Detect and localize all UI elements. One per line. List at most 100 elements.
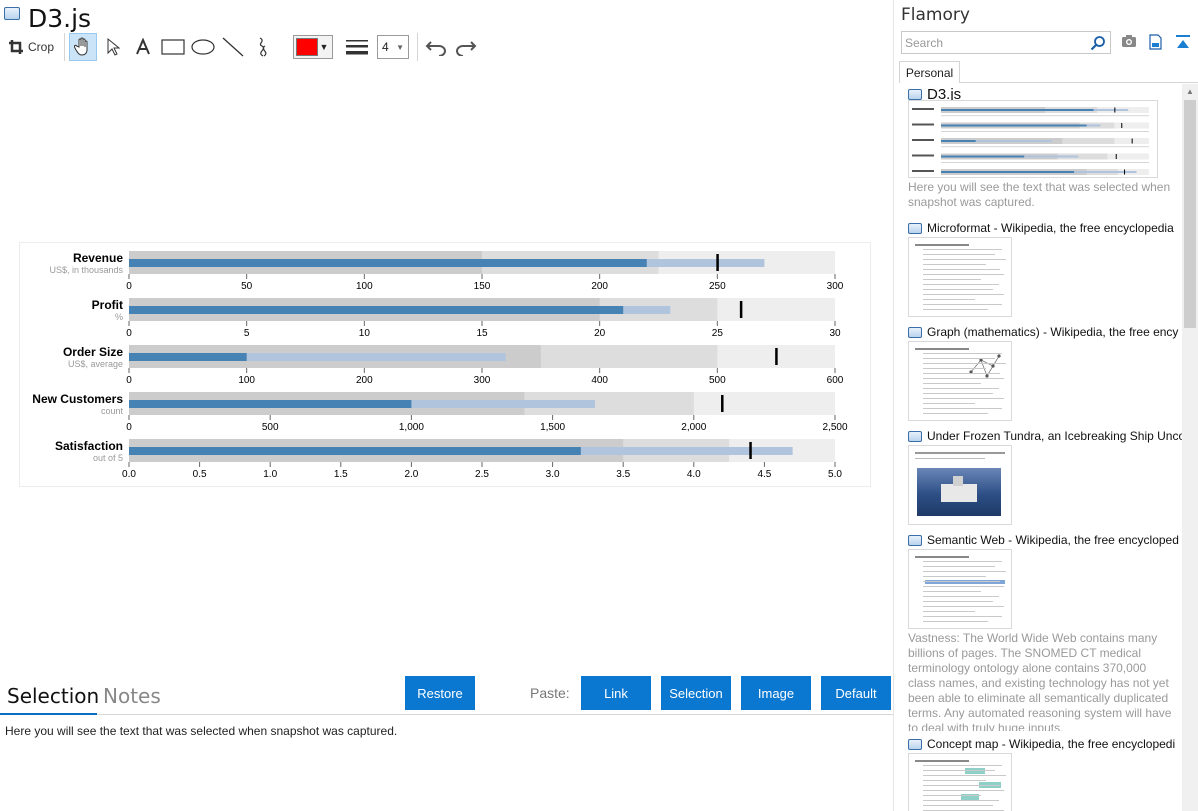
text-tool-button[interactable] xyxy=(129,33,157,61)
flamory-sidebar: Flamory Search Personal D3.js xyxy=(894,0,1198,811)
thumb-text-line xyxy=(923,581,1001,582)
snapshot-title: Concept map - Wikipedia, the free encycl… xyxy=(927,737,1176,751)
hand-tool-button[interactable] xyxy=(69,33,98,61)
paste-link-button[interactable]: Link xyxy=(581,676,651,710)
tick-label: 250 xyxy=(709,281,726,292)
thumb-label-stub xyxy=(912,123,934,126)
snapshot-item[interactable]: Semantic Web - Wikipedia, the free encyc… xyxy=(908,532,1182,731)
paste-default-button[interactable]: Default xyxy=(821,676,891,710)
tick-label: 1.0 xyxy=(263,469,277,480)
bullet-title: Order Size xyxy=(63,345,123,359)
thumb-text-line xyxy=(923,294,1004,295)
restore-button[interactable]: Restore xyxy=(405,676,475,710)
thumb-text-line xyxy=(923,403,976,404)
snapshot-icon xyxy=(908,326,922,338)
redo-button[interactable] xyxy=(452,33,480,61)
search-icon[interactable] xyxy=(1090,35,1106,51)
thumb-text-line xyxy=(923,785,1001,786)
measure-bar-secondary xyxy=(129,353,506,361)
snapshot-item[interactable]: D3.js Here you will see the text that wa… xyxy=(908,86,1182,210)
selection-text[interactable]: Here you will see the text that was sele… xyxy=(5,724,398,738)
scroll-up-icon[interactable]: ▲ xyxy=(1186,87,1194,96)
thumb-text-line xyxy=(923,274,1004,275)
thumb-axis xyxy=(941,115,1149,117)
sidebar-scrollbar[interactable]: ▲ xyxy=(1182,84,1198,811)
line-icon xyxy=(222,37,244,57)
tick-label: 600 xyxy=(827,375,844,386)
bullet-subtitle: US$, average xyxy=(68,359,123,369)
tab-selection[interactable]: Selection xyxy=(7,684,100,708)
pointer-tool-button[interactable] xyxy=(99,33,127,61)
thumb-text-line xyxy=(923,790,1004,791)
bullet-subtitle: out of 5 xyxy=(93,453,123,463)
tick-label: 500 xyxy=(709,375,726,386)
crop-label: Crop xyxy=(28,40,55,54)
thumb-text-line xyxy=(923,576,986,577)
ship-shape xyxy=(953,476,963,486)
snapshot-icon xyxy=(908,222,922,234)
snapshot-item[interactable]: Concept map - Wikipedia, the free encycl… xyxy=(908,736,1182,811)
undo-button[interactable] xyxy=(422,33,450,61)
thumb-text-line xyxy=(923,800,999,801)
line-tool-button[interactable] xyxy=(219,33,247,61)
snapshot-item[interactable]: Under Frozen Tundra, an Icebreaking Ship… xyxy=(908,428,1182,525)
thumb-text-line xyxy=(923,616,1003,617)
graph-diagram-icon xyxy=(969,354,1001,378)
scrollbar-thumb[interactable] xyxy=(1184,100,1196,328)
tab-divider xyxy=(0,714,893,715)
ellipse-tool-button[interactable] xyxy=(189,33,217,61)
snapshot-item[interactable]: Microformat - Wikipedia, the free encycl… xyxy=(908,220,1182,317)
thumb-text-line xyxy=(923,358,995,359)
thumb-label-stub xyxy=(912,139,934,141)
thumb-text-line xyxy=(923,304,1003,305)
snapshot-item[interactable]: Graph (mathematics) - Wikipedia, the fre… xyxy=(908,324,1182,421)
pane-divider[interactable] xyxy=(893,0,894,811)
thumb-text-line xyxy=(923,254,995,255)
tick-label: 1,000 xyxy=(399,422,424,433)
thumb-text-line xyxy=(923,586,1004,587)
tab-personal[interactable]: Personal xyxy=(899,61,960,83)
collapse-icon[interactable] xyxy=(1175,34,1191,50)
snapshot-title: D3.js xyxy=(927,86,962,102)
snapshot-thumbnail xyxy=(908,549,1012,629)
crop-icon xyxy=(9,40,23,54)
page-title: D3.js xyxy=(28,3,92,33)
tick-label: 0 xyxy=(126,328,132,339)
measure-bar-primary xyxy=(129,447,581,455)
bullet-title: Profit xyxy=(92,298,123,312)
thumb-axis xyxy=(941,162,1149,163)
thumb-text-line xyxy=(923,596,999,597)
color-picker[interactable]: ▼ xyxy=(293,35,334,59)
snapshot-thumbnail xyxy=(908,445,1012,525)
freehand-tool-button[interactable] xyxy=(249,33,277,61)
bullet-title: Satisfaction xyxy=(55,439,123,453)
crop-button[interactable]: Crop xyxy=(4,33,58,61)
thumb-text-line xyxy=(923,413,988,414)
camera-icon[interactable] xyxy=(1121,34,1137,48)
line-width-icon xyxy=(346,40,369,55)
paste-image-button[interactable]: Image xyxy=(741,676,811,710)
paste-selection-button[interactable]: Selection xyxy=(661,676,731,710)
snapshot-title: Under Frozen Tundra, an Icebreaking Ship… xyxy=(927,429,1182,443)
snapshot-description: Vastness: The World Wide Web contains ma… xyxy=(908,631,1172,731)
tab-notes[interactable]: Notes xyxy=(103,684,161,708)
snapshot-icon xyxy=(908,738,922,750)
document-icon[interactable] xyxy=(1149,34,1162,50)
thumb-marker xyxy=(1124,169,1126,175)
line-width-select[interactable]: 4 ▼ xyxy=(377,35,410,59)
rectangle-tool-button[interactable] xyxy=(159,33,187,61)
line-width-button[interactable] xyxy=(343,33,371,61)
snapshot-title: Microformat - Wikipedia, the free encycl… xyxy=(927,221,1174,235)
title-row: D3.js xyxy=(4,2,91,34)
search-input[interactable]: Search xyxy=(901,31,1111,54)
target-marker xyxy=(721,395,724,412)
thumb-text-line xyxy=(923,383,981,384)
redo-icon xyxy=(456,41,477,56)
thumb-measure-primary xyxy=(941,155,1025,158)
snapshot-header: D3.js xyxy=(908,86,1182,102)
target-marker xyxy=(716,254,719,271)
bullet-subtitle: % xyxy=(115,312,123,322)
thumbnail-chart xyxy=(912,107,1149,175)
tick-label: 150 xyxy=(474,281,491,292)
tick-label: 0.5 xyxy=(193,469,207,480)
